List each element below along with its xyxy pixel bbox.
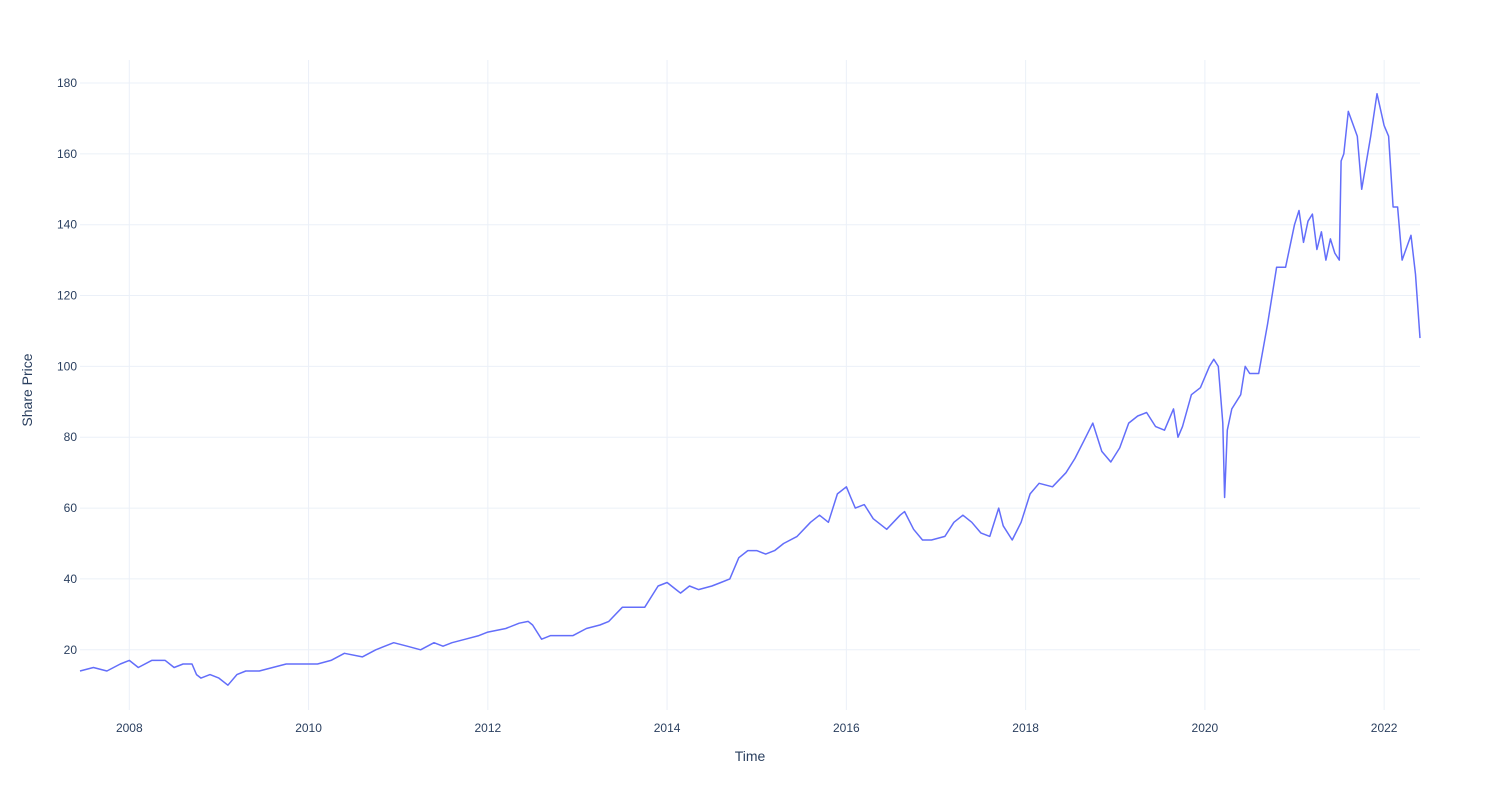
series-line	[79, 92, 1421, 686]
x-axis-title: Time	[735, 748, 766, 764]
y-tick-label: 60	[64, 501, 78, 515]
y-axis-title: Share Price	[19, 353, 35, 426]
x-tick-label: 2022	[1371, 721, 1398, 735]
y-gridlines	[80, 82, 1420, 651]
y-tick-label: 20	[64, 643, 78, 657]
series-layer	[79, 92, 1421, 686]
y-tick-label: 100	[57, 359, 77, 373]
x-tick-label: 2012	[474, 721, 501, 735]
y-tick-label: 160	[57, 147, 77, 161]
x-gridlines	[128, 60, 1385, 710]
x-axis-ticks: 2008 2010 2012 2014 2016 2018 2020 2022	[116, 721, 1398, 735]
y-tick-label: 120	[57, 289, 77, 303]
x-tick-label: 2014	[654, 721, 681, 735]
y-tick-label: 180	[57, 76, 77, 90]
x-tick-label: 2020	[1192, 721, 1219, 735]
y-tick-label: 140	[57, 218, 77, 232]
x-tick-label: 2018	[1012, 721, 1039, 735]
x-tick-label: 2008	[116, 721, 143, 735]
y-tick-label: 80	[64, 430, 78, 444]
x-tick-label: 2010	[295, 721, 322, 735]
y-tick-label: 40	[64, 572, 78, 586]
x-tick-label: 2016	[833, 721, 860, 735]
y-axis-ticks: 20 40 60 80 100 120 140 160 180	[57, 76, 77, 657]
